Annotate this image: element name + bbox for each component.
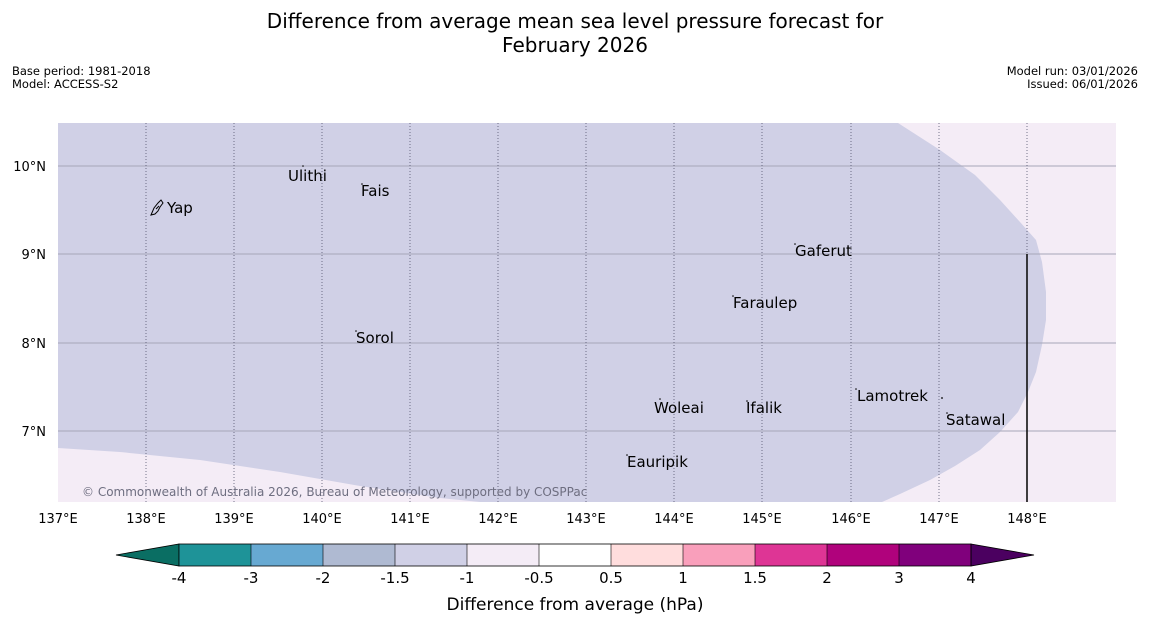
lon-label-147e: 147°E: [919, 512, 959, 527]
colorbar-tick: -2: [316, 569, 331, 587]
colorbar-tick: -4: [172, 569, 187, 587]
lon-label-140e: 140°E: [302, 512, 342, 527]
lat-label-8n: 8°N: [22, 337, 47, 352]
colorbar-segment-4: [395, 544, 467, 566]
colorbar-tick: -1: [460, 569, 475, 587]
colorbar-tick: -1.5: [380, 569, 409, 587]
colorbar-tick: 1: [678, 569, 688, 587]
lon-label-148e: 148°E: [1007, 512, 1047, 527]
place-label-ulithi: Ulithi: [288, 167, 327, 185]
anomaly-region-lower-left: [58, 448, 480, 502]
colorbar-segment-3: [323, 544, 395, 566]
lon-label-141e: 141°E: [390, 512, 430, 527]
metadata-left: Base period: 1981-2018 Model: ACCESS-S2: [12, 65, 151, 91]
place-label-gaferut: Gaferut: [795, 242, 852, 260]
lon-label-137e: 137°E: [38, 512, 78, 527]
colorbar-segment-5: [467, 544, 539, 566]
colorbar-segment-9: [755, 544, 827, 566]
colorbar-tick: 1.5: [743, 569, 767, 587]
colorbar-tick: -3: [244, 569, 259, 587]
place-label-fais: Fais: [361, 182, 390, 200]
colorbar-extend-high: [970, 543, 1035, 567]
latitude-gridlines: [58, 165, 1116, 432]
copyright-text: © Commonwealth of Australia 2026, Bureau…: [82, 485, 587, 499]
issued-text: Issued: 06/01/2026: [1027, 77, 1138, 91]
colorbar-segment-10: [827, 544, 899, 566]
colorbar-segment-6: [539, 544, 611, 566]
lat-label-7n: 7°N: [22, 425, 47, 440]
chart-title-line-1: Difference from average mean sea level p…: [266, 9, 884, 33]
chart-title-line-2: February 2026: [502, 33, 648, 57]
base-period-text: Base period: 1981-2018: [12, 64, 151, 78]
lon-label-143e: 143°E: [566, 512, 606, 527]
model-text: Model: ACCESS-S2: [12, 77, 119, 91]
colorbar-frame: [178, 543, 972, 567]
colorbar-tick: 3: [894, 569, 904, 587]
lon-label-144e: 144°E: [654, 512, 694, 527]
place-label-ifalik: Ifalik: [746, 399, 782, 417]
lon-label-145e: 145°E: [742, 512, 782, 527]
model-run-text: Model run: 03/01/2026: [1006, 64, 1138, 78]
colorbar-tick: -0.5: [524, 569, 553, 587]
colorbar-extend-low: [115, 543, 180, 567]
place-label-yap: Yap: [166, 199, 193, 217]
lat-label-9n: 9°N: [22, 248, 47, 263]
anomaly-region-minus-1.5-to-1: [58, 123, 1046, 502]
atoll-markers: [302, 165, 948, 456]
place-label-faraulep: Faraulep: [733, 294, 797, 312]
lon-label-142e: 142°E: [478, 512, 518, 527]
yap-island-shape: [150, 199, 164, 216]
lon-label-138e: 138°E: [126, 512, 166, 527]
place-label-woleai: Woleai: [654, 399, 704, 417]
colorbar-label: Difference from average (hPa): [447, 595, 704, 615]
colorbar-segment-8: [683, 544, 755, 566]
colorbar-segment-2: [251, 544, 323, 566]
place-label-eauripik: Eauripik: [627, 453, 688, 471]
colorbar-segment-7: [611, 544, 683, 566]
place-label-lamotrek: Lamotrek: [857, 387, 928, 405]
place-label-satawal: Satawal: [946, 411, 1005, 429]
colorbar: [115, 543, 1035, 567]
colorbar-segment-11: [899, 544, 971, 566]
lon-label-139e: 139°E: [214, 512, 254, 527]
colorbar-tick: 2: [822, 569, 832, 587]
place-label-sorol: Sorol: [356, 329, 394, 347]
longitude-gridlines: [145, 123, 1028, 502]
metadata-right: Model run: 03/01/2026 Issued: 06/01/2026: [1007, 65, 1138, 91]
lon-label-146e: 146°E: [831, 512, 871, 527]
colorbar-tick: 0.5: [599, 569, 623, 587]
colorbar-tick: 4: [966, 569, 976, 587]
lat-label-10n: 10°N: [13, 160, 46, 175]
colorbar-segment-1: [179, 544, 251, 566]
